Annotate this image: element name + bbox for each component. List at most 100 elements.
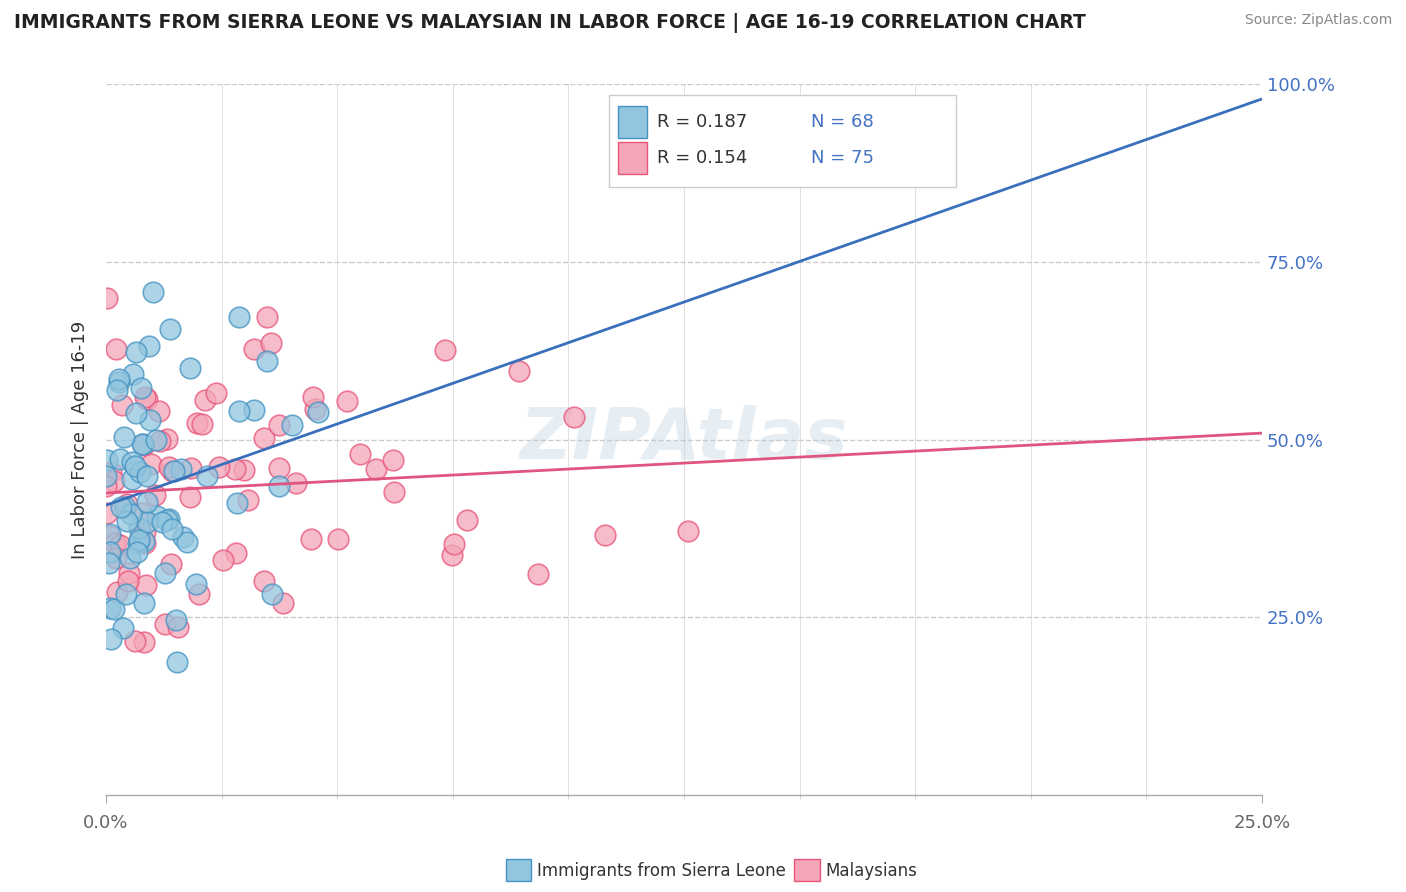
Point bbox=[124, 406, 146, 420]
Point bbox=[139, 412, 162, 426]
Point bbox=[112, 621, 135, 635]
Bar bbox=[619, 142, 647, 174]
Point bbox=[121, 455, 143, 469]
Point bbox=[94, 479, 117, 493]
Point bbox=[157, 460, 180, 475]
Point bbox=[124, 634, 146, 648]
Point bbox=[156, 513, 179, 527]
Point bbox=[136, 515, 159, 529]
Point bbox=[125, 344, 148, 359]
Point bbox=[228, 404, 250, 418]
Point bbox=[145, 433, 167, 447]
Point bbox=[172, 530, 194, 544]
Point bbox=[114, 500, 136, 514]
Point bbox=[225, 546, 247, 560]
Point bbox=[159, 557, 181, 571]
Point bbox=[100, 529, 122, 543]
Point bbox=[143, 488, 166, 502]
Point bbox=[134, 595, 156, 609]
Point bbox=[165, 613, 187, 627]
Point bbox=[120, 550, 142, 565]
Point bbox=[456, 512, 478, 526]
Point bbox=[118, 566, 141, 580]
Point bbox=[527, 566, 550, 581]
Text: Immigrants from Sierra Leone: Immigrants from Sierra Leone bbox=[537, 862, 786, 880]
Point bbox=[108, 375, 131, 389]
Point bbox=[136, 495, 159, 509]
Point bbox=[132, 438, 155, 452]
Text: Source: ZipAtlas.com: Source: ZipAtlas.com bbox=[1244, 13, 1392, 28]
Point bbox=[134, 533, 156, 548]
Point bbox=[364, 461, 387, 475]
Point bbox=[232, 463, 254, 477]
Point bbox=[260, 335, 283, 350]
Point bbox=[127, 536, 149, 550]
Point bbox=[131, 437, 153, 451]
Point bbox=[153, 617, 176, 632]
Point bbox=[97, 556, 120, 570]
Point bbox=[136, 392, 159, 406]
Point bbox=[167, 619, 190, 633]
Point bbox=[211, 553, 233, 567]
Point bbox=[138, 339, 160, 353]
Point bbox=[253, 574, 276, 588]
Point bbox=[104, 536, 127, 550]
Point bbox=[103, 602, 125, 616]
Point bbox=[253, 431, 276, 445]
Point bbox=[96, 452, 118, 467]
Point bbox=[146, 508, 169, 523]
Point bbox=[105, 383, 128, 397]
Point bbox=[120, 508, 142, 522]
Point bbox=[134, 524, 156, 539]
Point bbox=[155, 566, 177, 580]
Point bbox=[150, 515, 173, 529]
Point bbox=[562, 410, 585, 425]
Point bbox=[121, 368, 143, 382]
Point bbox=[107, 372, 129, 386]
Point bbox=[243, 402, 266, 417]
Point bbox=[228, 310, 250, 324]
Point bbox=[195, 468, 218, 483]
Point bbox=[104, 342, 127, 356]
Point bbox=[443, 536, 465, 550]
Point bbox=[139, 457, 162, 471]
Text: IMMIGRANTS FROM SIERRA LEONE VS MALAYSIAN IN LABOR FORCE | AGE 16-19 CORRELATION: IMMIGRANTS FROM SIERRA LEONE VS MALAYSIA… bbox=[14, 13, 1085, 33]
Point bbox=[336, 394, 359, 409]
Point bbox=[115, 514, 138, 528]
Point bbox=[115, 587, 138, 601]
Text: R = 0.154: R = 0.154 bbox=[658, 149, 748, 167]
Point bbox=[256, 310, 278, 324]
Point bbox=[129, 465, 152, 479]
Point bbox=[267, 461, 290, 475]
Y-axis label: In Labor Force | Age 16-19: In Labor Force | Age 16-19 bbox=[72, 320, 89, 558]
Point bbox=[142, 285, 165, 299]
Point bbox=[382, 485, 405, 500]
Point bbox=[243, 343, 266, 357]
Point bbox=[159, 322, 181, 336]
Point bbox=[508, 364, 530, 378]
Point bbox=[267, 479, 290, 493]
Point bbox=[208, 459, 231, 474]
Point bbox=[157, 511, 180, 525]
Point bbox=[160, 464, 183, 478]
FancyBboxPatch shape bbox=[609, 95, 956, 187]
Text: Malaysians: Malaysians bbox=[825, 862, 917, 880]
Point bbox=[179, 361, 201, 376]
Point bbox=[105, 551, 128, 566]
Point bbox=[115, 497, 138, 511]
Point bbox=[100, 632, 122, 646]
Bar bbox=[619, 106, 647, 138]
Point bbox=[186, 577, 208, 591]
Point bbox=[267, 417, 290, 432]
Point bbox=[273, 597, 295, 611]
Point bbox=[134, 536, 156, 550]
Point bbox=[304, 401, 326, 416]
Point bbox=[105, 584, 128, 599]
Point bbox=[188, 587, 211, 601]
Point bbox=[132, 437, 155, 451]
Point bbox=[121, 471, 143, 485]
Point bbox=[433, 343, 456, 358]
Point bbox=[176, 535, 198, 549]
Text: N = 68: N = 68 bbox=[811, 113, 873, 131]
Point bbox=[103, 474, 125, 488]
